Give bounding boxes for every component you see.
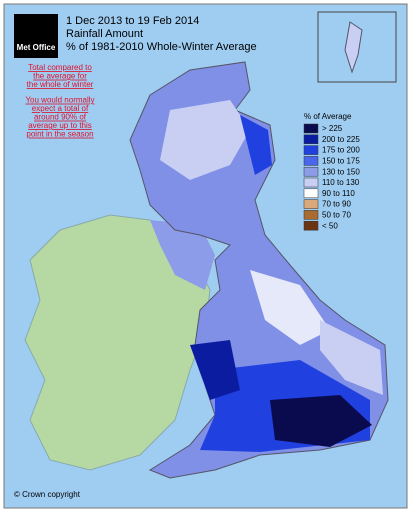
legend-swatch [303, 166, 319, 177]
logo-text: Met Office [17, 43, 56, 52]
wales-south [190, 340, 240, 400]
legend-label: 175 to 200 [322, 146, 360, 155]
east-anglia [320, 320, 383, 395]
legend-label: 90 to 110 [322, 189, 355, 198]
legend-swatch [303, 177, 319, 188]
legend-swatch [303, 220, 319, 231]
note-line: around 90% of [34, 113, 87, 122]
legend: % of Average > 225 200 to 225 175 to 200 150… [303, 112, 360, 231]
legend-swatch [303, 188, 319, 199]
note-line: You would normally [25, 96, 94, 105]
legend-label: 200 to 225 [322, 135, 360, 144]
note-line: point in the season [26, 130, 93, 139]
legend-label: 110 to 130 [322, 178, 360, 187]
legend-label: 50 to 70 [322, 211, 351, 220]
logo-box [14, 14, 58, 58]
legend-swatch [303, 210, 319, 220]
legend-label: < 50 [322, 221, 338, 230]
note-line: the whole of winter [27, 80, 94, 89]
east-scotland [240, 115, 272, 175]
legend-label: 130 to 150 [322, 167, 360, 176]
south-east [270, 395, 372, 447]
legend-swatch [303, 156, 319, 166]
legend-label: > 225 [322, 124, 343, 133]
legend-swatch [303, 134, 319, 145]
northern-ireland [150, 220, 215, 290]
legend-swatch [303, 145, 319, 155]
legend-label: 150 to 175 [322, 157, 360, 166]
header-line: 1 Dec 2013 to 19 Feb 2014 [66, 15, 199, 27]
highlands [160, 100, 250, 180]
note-line: expect a total of [32, 104, 89, 113]
shetland [344, 21, 363, 74]
header-line: % of 1981-2010 Whole-Winter Average [66, 41, 257, 53]
copyright: © Crown copyright [14, 490, 81, 499]
note-line: Total compared to [28, 63, 92, 72]
legend-title: % of Average [304, 112, 352, 121]
note-line: the average for [33, 72, 87, 81]
legend-swatch [303, 123, 319, 134]
header-line: Rainfall Amount [66, 28, 143, 40]
east-england [250, 270, 330, 345]
legend-label: 70 to 90 [322, 200, 351, 209]
note-line: average up to this [28, 121, 92, 130]
legend-swatch [303, 199, 319, 209]
